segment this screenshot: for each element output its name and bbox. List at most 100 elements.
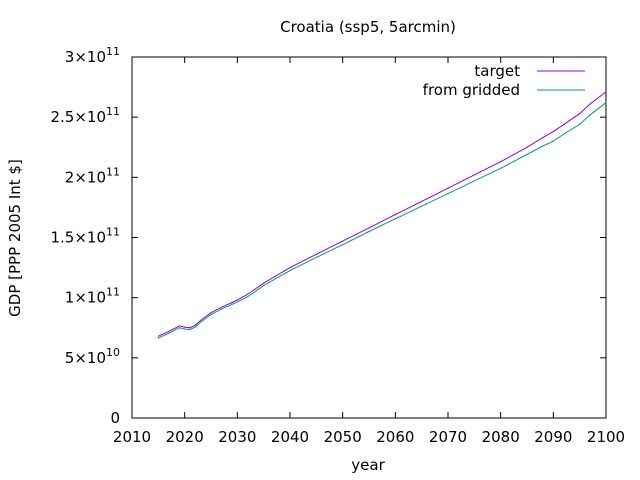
- data-point-1: [552, 140, 554, 142]
- data-point-0: [247, 293, 249, 295]
- data-point-1: [220, 308, 223, 310]
- data-point-0: [189, 327, 191, 329]
- x-tick-label: 2090: [534, 428, 572, 446]
- chart-title: Croatia (ssp5, 5arcmin): [280, 18, 456, 36]
- plot-axes: [131, 56, 607, 419]
- data-point-1: [579, 123, 581, 125]
- data-point-0: [563, 123, 565, 125]
- y-tick-exponent: 11: [106, 286, 120, 299]
- x-tick-label: 2020: [166, 428, 204, 446]
- data-point-0: [394, 214, 396, 216]
- y-tick-exponent: 11: [106, 165, 120, 178]
- data-point-1: [447, 192, 449, 195]
- data-point-1: [500, 167, 502, 169]
- data-point-0: [447, 187, 449, 189]
- legend-label-1: from gridded: [423, 81, 520, 99]
- x-axis-ticks: 2010 2020 2030 2040 2050 2060 2070 2080 2090 2100: [113, 57, 625, 446]
- x-tick-label: 2100: [587, 428, 625, 446]
- data-point-1: [342, 244, 344, 246]
- data-point-0: [263, 282, 265, 284]
- data-point-1: [589, 114, 591, 116]
- data-point-1: [168, 332, 170, 334]
- series-layer: [157, 91, 607, 339]
- y-axis-label: GDP [PPP 2005 Int $]: [6, 159, 24, 317]
- data-point-1: [473, 180, 475, 182]
- y-tick-mantissa: 2×10: [65, 168, 106, 186]
- data-point-1: [542, 145, 544, 147]
- data-point-0: [605, 91, 607, 93]
- data-point-0: [194, 324, 196, 326]
- data-point-0: [342, 240, 344, 242]
- data-point-1: [263, 285, 265, 287]
- data-point-1: [189, 328, 191, 331]
- data-point-0: [473, 174, 475, 176]
- plot-frame: [131, 56, 607, 419]
- y-tick-label: 2.5×1011: [50, 105, 120, 126]
- data-point-0: [210, 312, 212, 314]
- y-tick-label: 0: [110, 409, 120, 427]
- data-point-1: [236, 301, 238, 303]
- x-tick-label: 2050: [324, 428, 362, 446]
- data-point-0: [289, 266, 291, 269]
- data-point-1: [394, 218, 396, 220]
- x-tick-label: 2040: [271, 428, 309, 446]
- data-point-0: [236, 299, 238, 301]
- data-point-0: [178, 325, 180, 327]
- data-point-1: [605, 102, 607, 104]
- y-tick-label: 3×1011: [65, 45, 120, 66]
- series-line-0: [158, 91, 607, 337]
- y-tick-mantissa: 1×10: [65, 289, 106, 307]
- y-tick-label: 2×1011: [65, 165, 120, 186]
- data-point-1: [184, 328, 186, 330]
- y-tick-label: 1×1011: [65, 286, 120, 307]
- series-line-1: [158, 102, 607, 339]
- data-point-1: [526, 153, 528, 156]
- data-point-0: [220, 306, 223, 308]
- data-point-0: [500, 161, 502, 163]
- data-point-1: [421, 205, 423, 207]
- y-tick-exponent: 11: [106, 45, 120, 58]
- x-axis-label: year: [351, 456, 385, 474]
- data-point-0: [231, 301, 233, 304]
- data-point-0: [589, 103, 591, 105]
- data-point-1: [178, 327, 180, 329]
- data-point-1: [289, 269, 291, 272]
- y-tick-mantissa: 0: [110, 409, 120, 427]
- y-tick-exponent: 11: [106, 226, 120, 239]
- y-tick-mantissa: 5×10: [65, 349, 106, 367]
- x-tick-label: 2060: [376, 428, 414, 446]
- data-point-1: [368, 230, 370, 233]
- y-tick-mantissa: 2.5×10: [50, 108, 106, 126]
- x-tick-label: 2070: [429, 428, 467, 446]
- data-point-1: [315, 256, 317, 258]
- y-tick-label: 1.5×1011: [50, 226, 120, 247]
- x-tick-label: 2080: [482, 428, 520, 446]
- data-point-0: [526, 146, 528, 148]
- data-point-0: [421, 200, 423, 202]
- data-point-0: [168, 330, 170, 332]
- y-tick-mantissa: 3×10: [65, 48, 106, 66]
- x-tick-label: 2030: [218, 428, 256, 446]
- y-tick-label: 5×1010: [65, 346, 120, 367]
- data-point-1: [231, 303, 233, 305]
- data-point-0: [184, 326, 186, 328]
- x-tick-label: 2010: [113, 428, 151, 446]
- data-point-0: [157, 335, 159, 337]
- data-point-1: [157, 337, 159, 339]
- y-tick-exponent: 10: [106, 346, 120, 359]
- legend-label-0: target: [474, 62, 520, 80]
- data-point-1: [247, 295, 249, 298]
- y-axis-ticks: 05×10101×10111.5×10112×10112.5×10113×101…: [50, 45, 606, 427]
- data-point-1: [563, 133, 565, 135]
- data-point-0: [552, 131, 554, 133]
- data-point-1: [194, 326, 196, 328]
- data-point-1: [199, 321, 202, 323]
- data-point-0: [542, 137, 544, 139]
- data-point-0: [315, 253, 317, 255]
- y-tick-exponent: 11: [106, 105, 120, 118]
- data-point-1: [210, 313, 212, 316]
- y-tick-mantissa: 1.5×10: [50, 229, 106, 247]
- data-point-0: [368, 227, 370, 229]
